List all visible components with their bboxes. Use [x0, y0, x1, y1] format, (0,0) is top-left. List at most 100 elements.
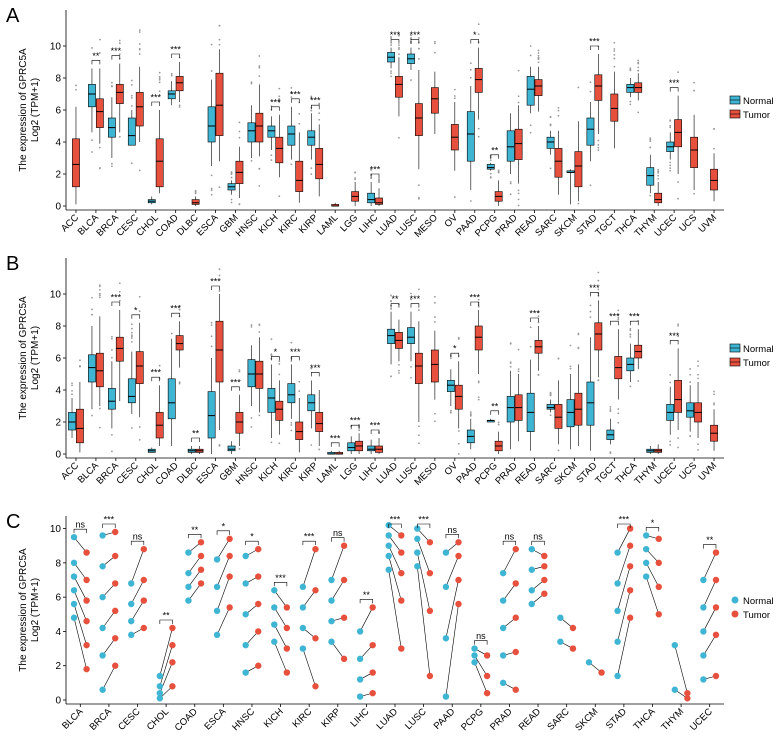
point-tumor [369, 641, 376, 649]
point-tumor [426, 569, 434, 577]
outlier-point [629, 68, 632, 71]
significance-bracket [330, 442, 340, 447]
outlier-point [449, 357, 452, 360]
box-normal [367, 439, 376, 454]
outlier-point [649, 137, 652, 139]
outlier-point [597, 146, 600, 149]
outlier-point [71, 384, 73, 387]
legend-label-normal: Normal [743, 596, 774, 607]
significance-annotation: *** [617, 515, 631, 528]
pair-line [417, 566, 431, 677]
outlier-point [111, 84, 113, 87]
outlier-point [669, 124, 672, 127]
y-tick-label: 0 [55, 202, 61, 213]
legend-label-tumor: Tumor [743, 110, 770, 121]
significance-label: *** [270, 97, 281, 107]
y-axis-label: The expression of GPRC5ALog2 (TPM+1) [18, 296, 41, 420]
point-normal [528, 600, 535, 608]
box [167, 378, 176, 420]
outlier-point [529, 131, 532, 134]
box-normal [526, 45, 535, 134]
outlier-point [537, 49, 540, 52]
outlier-point [497, 423, 500, 426]
box-tumor [634, 59, 643, 114]
outlier-point [697, 443, 699, 446]
x-tick-label: BLCA [60, 706, 86, 732]
point-normal [614, 672, 621, 680]
significance-label: ** [363, 590, 371, 600]
outlier-point [677, 437, 679, 439]
outlier-point [417, 425, 420, 428]
outlier-point [537, 56, 540, 59]
box-tumor [430, 40, 439, 134]
x-tick-label: UCS [677, 460, 699, 482]
box-tumor [574, 86, 583, 205]
outlier-point [290, 92, 293, 95]
pair-line [302, 549, 316, 587]
significance-label: *** [529, 309, 540, 319]
outlier-point [497, 169, 500, 172]
outlier-point [537, 315, 540, 318]
paired-group [414, 525, 434, 680]
outlier-point [637, 59, 640, 62]
point-normal [128, 631, 135, 639]
outlier-point [597, 279, 600, 282]
outlier-point [290, 360, 293, 362]
x-tick-label: LUAD [374, 706, 400, 732]
outlier-point [697, 360, 699, 363]
box [267, 125, 276, 138]
significance-bracket [291, 356, 300, 361]
outlier-point [218, 43, 221, 46]
outlier-point [689, 373, 692, 376]
outlier-point [130, 327, 133, 330]
significance-bracket [102, 523, 116, 528]
outlier-point [298, 112, 301, 115]
pair-line [73, 603, 87, 646]
outlier-point [130, 79, 133, 82]
outlier-point [298, 380, 301, 383]
y-tick-label: 0 [55, 450, 61, 461]
point-tumor [712, 672, 720, 680]
point-tumor [541, 576, 548, 584]
outlier-point [613, 50, 616, 52]
significance-annotation: *** [388, 515, 402, 528]
significance-bracket [111, 55, 121, 60]
box [207, 106, 216, 143]
point-tumor [169, 659, 176, 666]
outlier-point [613, 57, 616, 60]
legend-swatch-normal [731, 596, 739, 604]
significance-bracket [490, 410, 499, 415]
significance-label: *** [104, 515, 115, 525]
outlier-point [453, 196, 456, 198]
outlier-point [433, 40, 436, 43]
significance-bracket [310, 372, 320, 377]
point-tumor [398, 549, 405, 556]
paired-group [242, 545, 262, 676]
point-normal [99, 532, 106, 539]
point-tumor [626, 542, 634, 549]
significance-bracket [350, 424, 360, 430]
x-tick-label: LIHC [348, 706, 371, 729]
outlier-point [390, 375, 392, 378]
outlier-point [230, 201, 233, 204]
point-normal [385, 542, 392, 549]
point-tumor [226, 552, 233, 560]
point-normal [99, 593, 106, 601]
box-tumor [135, 295, 144, 441]
significance-label: *** [111, 46, 122, 56]
outlier-point [410, 79, 412, 81]
significance-label: ** [92, 51, 100, 61]
outlier-point [170, 74, 173, 77]
outlier-point [433, 420, 436, 423]
box [506, 130, 515, 162]
point-normal [70, 559, 78, 567]
outlier-point [398, 136, 400, 139]
outlier-point [270, 353, 273, 356]
significance-annotation: *** [102, 515, 116, 528]
outlier-point [597, 144, 600, 146]
outlier-point [218, 38, 221, 41]
outlier-point [278, 95, 281, 98]
significance-label: *** [410, 294, 421, 304]
pair-line [474, 662, 488, 694]
box-tumor [414, 288, 423, 445]
